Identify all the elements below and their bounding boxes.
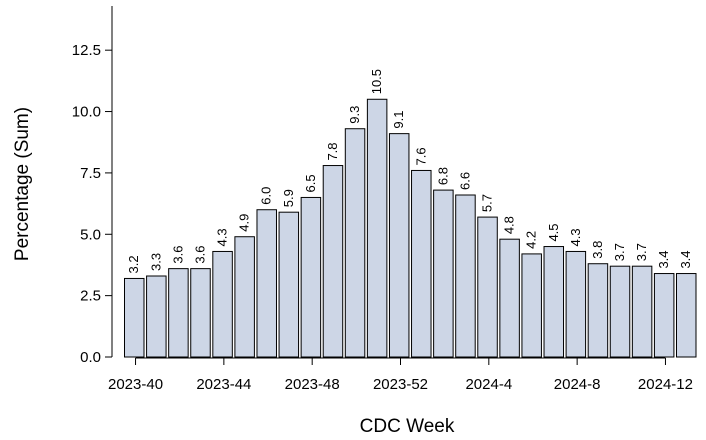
x-tick-label: 2023-48 <box>285 376 340 393</box>
y-tick-label: 2.5 <box>80 288 101 305</box>
data-label: 7.8 <box>325 142 340 160</box>
bar <box>499 238 520 358</box>
bar <box>653 273 675 358</box>
bar <box>124 277 145 358</box>
bar <box>366 98 388 358</box>
data-label: 3.3 <box>148 253 163 271</box>
x-tick-label: 2024-8 <box>554 376 601 393</box>
bar <box>344 128 366 358</box>
data-label: 9.3 <box>347 106 362 124</box>
data-label: 4.5 <box>546 223 561 241</box>
data-label: 6.0 <box>259 187 274 205</box>
bar <box>388 133 410 358</box>
data-label: 3.7 <box>612 243 627 261</box>
y-axis-title: Percentage (Sum) <box>12 107 33 261</box>
data-label: 5.7 <box>480 194 495 212</box>
bar <box>234 236 255 358</box>
x-tick-label: 2024-12 <box>638 376 693 393</box>
plot-area: 0.0 2.5 5.0 7.5 10.0 12.5 3.2 3.3 3.6 3.6 4.3 4.9 6.… <box>72 6 697 393</box>
x-tick-label: 2024-4 <box>465 376 512 393</box>
bar <box>190 268 211 358</box>
y-tick-label: 12.5 <box>72 42 101 59</box>
data-label: 9.1 <box>391 111 406 129</box>
bar <box>256 209 277 358</box>
bar <box>322 165 344 358</box>
x-axis-title: CDC Week <box>360 416 455 437</box>
x-tick-label: 2023-44 <box>196 376 251 393</box>
data-label: 6.8 <box>435 167 450 185</box>
data-label: 6.6 <box>457 172 472 190</box>
bar <box>455 194 476 358</box>
data-label: 4.9 <box>237 214 252 232</box>
bar <box>433 189 454 358</box>
data-label: 3.4 <box>678 250 693 268</box>
bar <box>411 169 432 358</box>
data-label: 3.4 <box>656 250 671 268</box>
data-label: 4.2 <box>524 231 539 249</box>
bar <box>212 250 233 358</box>
data-label: 3.6 <box>192 246 207 264</box>
data-label: 10.5 <box>369 69 384 94</box>
y-tick-label: 7.5 <box>80 165 101 182</box>
bar <box>477 216 498 358</box>
data-label: 3.2 <box>126 255 141 273</box>
y-tick-label: 0.0 <box>80 349 101 366</box>
bar <box>543 246 565 358</box>
bar <box>609 265 631 358</box>
y-tick-label: 5.0 <box>80 226 101 243</box>
data-label: 3.6 <box>170 246 185 264</box>
bar <box>146 275 167 358</box>
bar <box>278 211 300 358</box>
data-label: 3.8 <box>590 241 605 259</box>
data-label: 7.6 <box>413 147 428 165</box>
data-label: 4.3 <box>215 228 230 246</box>
y-tick-label: 10.0 <box>72 104 101 121</box>
data-label: 4.3 <box>568 228 583 246</box>
bar <box>565 250 587 358</box>
bar <box>587 263 609 358</box>
x-tick-label: 2023-52 <box>373 376 428 393</box>
data-label: 5.9 <box>281 189 296 207</box>
bar <box>300 196 322 358</box>
data-label: 3.7 <box>634 243 649 261</box>
bar <box>521 253 542 358</box>
bar <box>676 273 697 358</box>
data-label: 4.8 <box>502 216 517 234</box>
bar <box>631 265 653 358</box>
bar <box>168 268 189 358</box>
x-tick-label: 2023-40 <box>108 376 163 393</box>
data-label: 6.5 <box>303 174 318 192</box>
